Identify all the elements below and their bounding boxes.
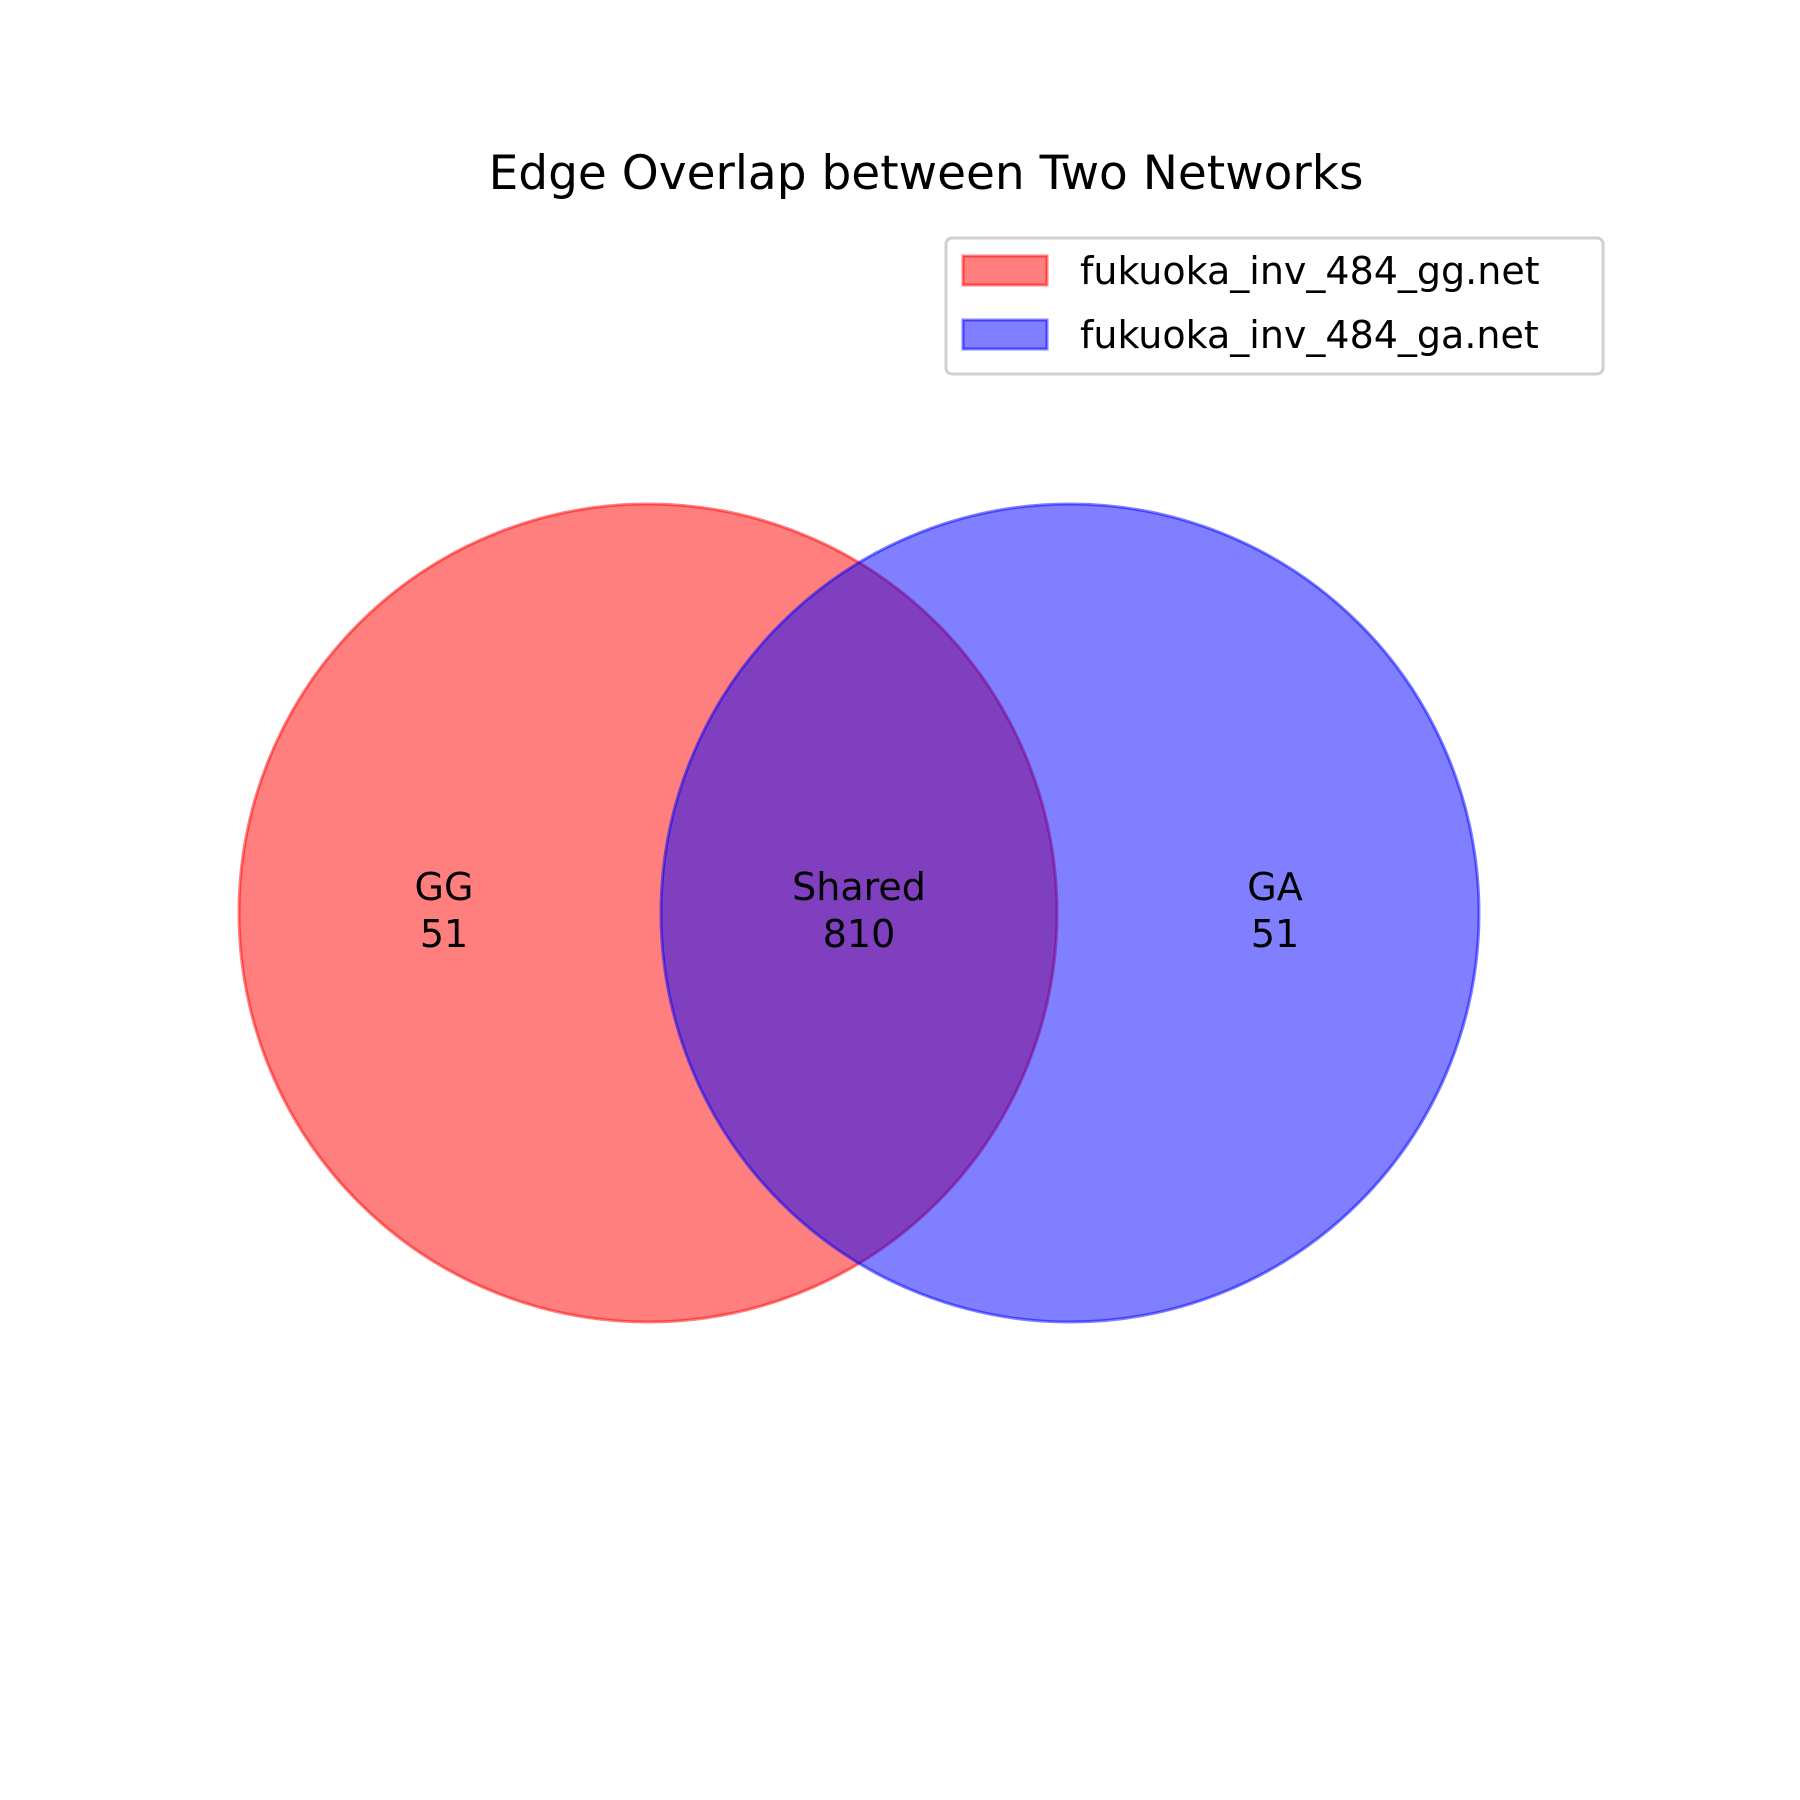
- chart-title: Edge Overlap between Two Networks: [489, 146, 1364, 201]
- venn-diagram: [237, 502, 1481, 1324]
- region-shared-name: Shared: [792, 865, 926, 909]
- region-ga-count: 51: [1251, 912, 1299, 956]
- region-ga-label: GA 51: [1247, 865, 1302, 956]
- legend: fukuoka_inv_484_gg.net fukuoka_inv_484_g…: [944, 236, 1605, 376]
- region-gg-count: 51: [420, 912, 468, 956]
- region-ga-name: GA: [1247, 865, 1302, 909]
- region-gg-label: GG 51: [415, 865, 474, 956]
- venn-circle-ga: [659, 502, 1481, 1324]
- legend-frame: [944, 236, 1605, 376]
- legend-label-ga: fukuoka_inv_484_ga.net: [1080, 313, 1539, 357]
- region-gg-name: GG: [415, 865, 474, 909]
- legend-label-gg: fukuoka_inv_484_gg.net: [1080, 249, 1540, 293]
- region-shared-label: Shared 810: [792, 865, 926, 956]
- region-shared-count: 810: [823, 912, 896, 956]
- legend-swatch-gg: [961, 254, 1049, 287]
- legend-swatch-ga: [961, 318, 1049, 351]
